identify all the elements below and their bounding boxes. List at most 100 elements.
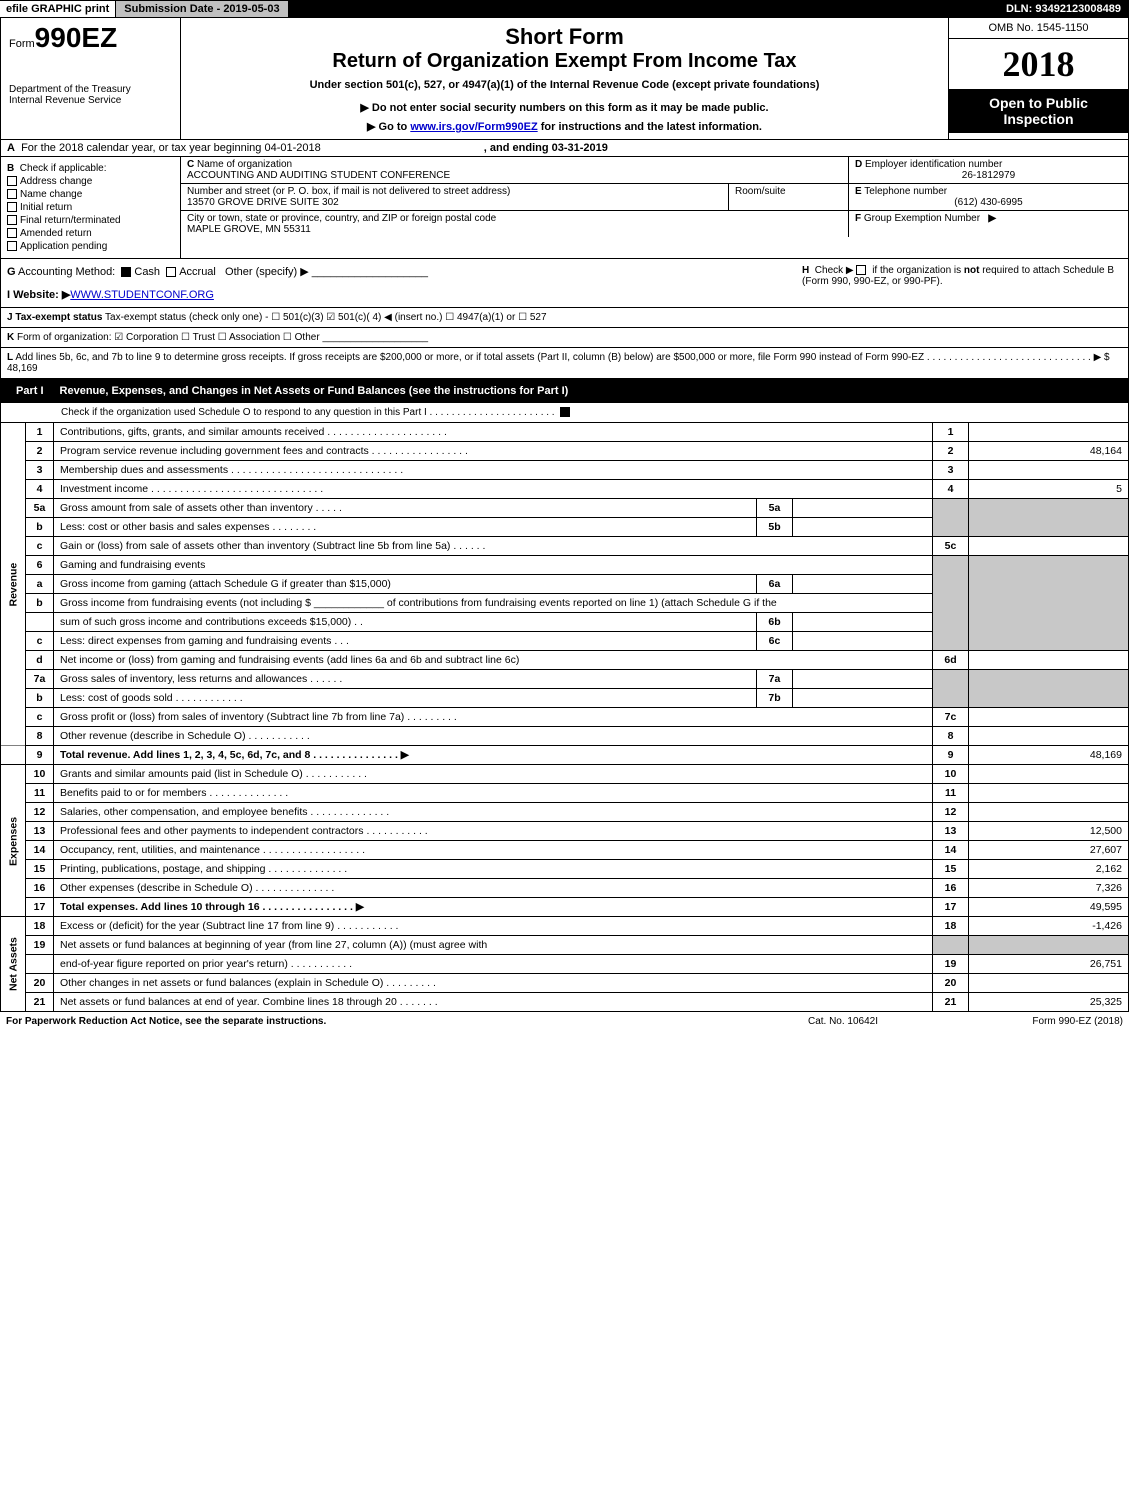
l3-desc: Membership dues and assessments . . . . … xyxy=(54,461,933,480)
checkbox-accrual[interactable] xyxy=(166,267,176,277)
goto-suffix: for instructions and the latest informat… xyxy=(538,121,762,133)
checkbox-initial[interactable] xyxy=(7,202,17,212)
irs-link[interactable]: www.irs.gov/Form990EZ xyxy=(410,121,537,133)
row-k-text: Form of organization: ☑ Corporation ☐ Tr… xyxy=(17,332,320,343)
checkbox-amended[interactable] xyxy=(7,228,17,238)
checkbox-h[interactable] xyxy=(856,265,866,275)
l5a-num: 5a xyxy=(26,499,54,518)
l2-num: 2 xyxy=(26,442,54,461)
dln-label: DLN: 93492123008489 xyxy=(998,1,1129,17)
l20-box: 20 xyxy=(933,974,969,993)
l13-box: 13 xyxy=(933,822,969,841)
org-name: ACCOUNTING AND AUDITING STUDENT CONFEREN… xyxy=(187,170,842,181)
l7b-desc: Less: cost of goods sold . . . . . . . .… xyxy=(54,689,757,708)
l6c-desc: Less: direct expenses from gaming and fu… xyxy=(54,632,757,651)
l19-num: 19 xyxy=(26,936,54,955)
l17-desc: Total expenses. Add lines 10 through 16 … xyxy=(60,901,364,913)
ein-value: 26-1812979 xyxy=(855,170,1122,181)
l6-num: 6 xyxy=(26,556,54,575)
l6c-num: c xyxy=(26,632,54,651)
side-netassets: Net Assets xyxy=(1,917,26,1012)
l17-val: 49,595 xyxy=(969,898,1129,917)
row-j: J Tax-exempt status Tax-exempt status (c… xyxy=(0,308,1129,328)
page-footer: For Paperwork Reduction Act Notice, see … xyxy=(0,1012,1129,1031)
side-revenue-end xyxy=(1,746,26,765)
checkbox-name[interactable] xyxy=(7,189,17,199)
l1-num: 1 xyxy=(26,423,54,442)
checkbox-pending[interactable] xyxy=(7,241,17,251)
l8-num: 8 xyxy=(26,727,54,746)
l5c-val xyxy=(969,537,1129,556)
l9-box: 9 xyxy=(933,746,969,765)
row-j-text: Tax-exempt status (check only one) - ☐ 5… xyxy=(105,312,546,323)
l3-val xyxy=(969,461,1129,480)
street-value: 13570 GROVE DRIVE SUITE 302 xyxy=(187,197,722,208)
l3-num: 3 xyxy=(26,461,54,480)
label-a: A xyxy=(7,142,15,154)
group-arrow: ▶ xyxy=(988,213,996,224)
l16-num: 16 xyxy=(26,879,54,898)
l19-greyval xyxy=(969,936,1129,955)
row-a: A For the 2018 calendar year, or tax yea… xyxy=(0,140,1129,157)
l12-val xyxy=(969,803,1129,822)
l14-desc: Occupancy, rent, utilities, and maintena… xyxy=(54,841,933,860)
l5c-box: 5c xyxy=(933,537,969,556)
street-label: Number and street (or P. O. box, if mail… xyxy=(187,186,722,197)
name-change: Name change xyxy=(20,189,82,200)
checkbox-addr[interactable] xyxy=(7,176,17,186)
l4-val: 5 xyxy=(969,480,1129,499)
checkbox-part1[interactable] xyxy=(560,407,570,417)
tel-label: Telephone number xyxy=(864,186,947,197)
footer-left: For Paperwork Reduction Act Notice, see … xyxy=(6,1016,743,1027)
l7c-num: c xyxy=(26,708,54,727)
l5a-desc: Gross amount from sale of assets other t… xyxy=(54,499,757,518)
label-j: J xyxy=(7,312,13,323)
l7-greyval xyxy=(969,670,1129,708)
l19b-box: 19 xyxy=(933,955,969,974)
l10-desc: Grants and similar amounts paid (list in… xyxy=(54,765,933,784)
l7-greybox xyxy=(933,670,969,708)
part1-check-row: Check if the organization used Schedule … xyxy=(0,403,1129,423)
ein-label: Employer identification number xyxy=(865,159,1002,170)
l7c-box: 7c xyxy=(933,708,969,727)
part1-title: Revenue, Expenses, and Changes in Net As… xyxy=(60,385,569,397)
l6b2-desc: sum of such gross income and contributio… xyxy=(54,613,757,632)
l7c-val xyxy=(969,708,1129,727)
l7a-desc: Gross sales of inventory, less returns a… xyxy=(54,670,757,689)
l17-num: 17 xyxy=(26,898,54,917)
l19-greybox xyxy=(933,936,969,955)
l1-desc: Contributions, gifts, grants, and simila… xyxy=(54,423,933,442)
l19-desc: Net assets or fund balances at beginning… xyxy=(54,936,933,955)
website-label: Website: ▶ xyxy=(13,289,70,301)
l10-val xyxy=(969,765,1129,784)
form-header: Form990EZ Department of the Treasury Int… xyxy=(0,18,1129,140)
l10-num: 10 xyxy=(26,765,54,784)
l5b-num: b xyxy=(26,518,54,537)
l2-val: 48,164 xyxy=(969,442,1129,461)
l5c-desc: Gain or (loss) from sale of assets other… xyxy=(54,537,933,556)
l5-greybox xyxy=(933,499,969,537)
form-prefix: Form xyxy=(9,38,35,50)
l8-box: 8 xyxy=(933,727,969,746)
group-label: Group Exemption Number xyxy=(864,213,980,224)
l4-desc: Investment income . . . . . . . . . . . … xyxy=(54,480,933,499)
goto-prefix: ▶ Go to xyxy=(367,121,410,133)
checkbox-final[interactable] xyxy=(7,215,17,225)
l15-desc: Printing, publications, postage, and shi… xyxy=(54,860,933,879)
l11-num: 11 xyxy=(26,784,54,803)
dept-treasury: Department of the Treasury xyxy=(9,84,172,95)
section-bcdef: B Check if applicable: Address change Na… xyxy=(0,157,1129,259)
l9-val: 48,169 xyxy=(969,746,1129,765)
addr-change: Address change xyxy=(20,176,92,187)
l16-box: 16 xyxy=(933,879,969,898)
l7a-num: 7a xyxy=(26,670,54,689)
l21-desc: Net assets or fund balances at end of ye… xyxy=(54,993,933,1012)
l6-greyval xyxy=(969,556,1129,651)
l6a-sub: 6a xyxy=(757,575,793,594)
checkbox-cash[interactable] xyxy=(121,267,131,277)
label-k: K xyxy=(7,332,14,343)
l20-val xyxy=(969,974,1129,993)
h-text2: if the organization is xyxy=(872,265,964,276)
website-link[interactable]: WWW.STUDENTCONF.ORG xyxy=(70,289,214,301)
l6a-desc: Gross income from gaming (attach Schedul… xyxy=(54,575,757,594)
